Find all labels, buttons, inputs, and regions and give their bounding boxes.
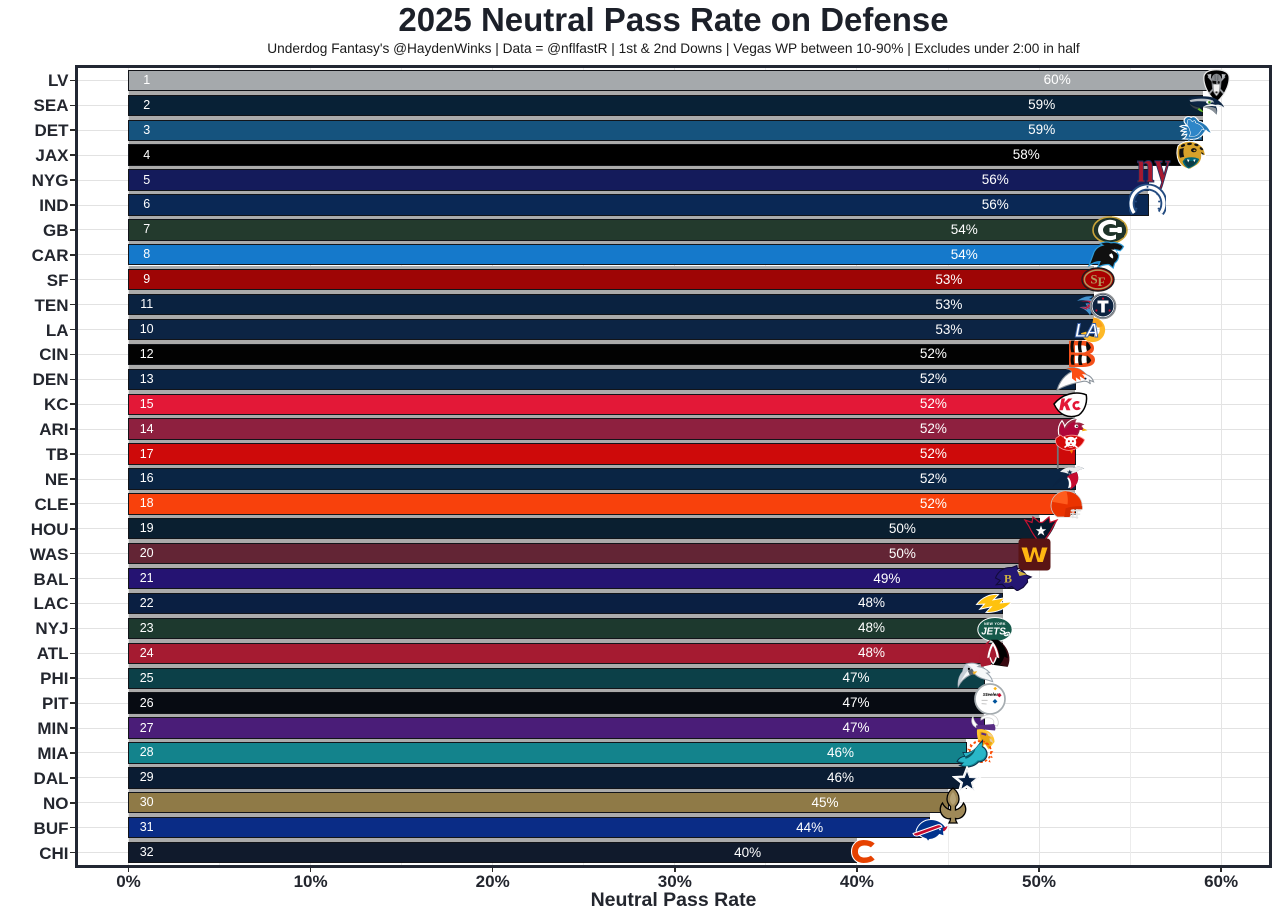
svg-text:B: B	[1004, 571, 1012, 585]
svg-text:F: F	[1097, 274, 1105, 289]
svg-text:S: S	[1090, 272, 1097, 287]
svg-text:JETS: JETS	[981, 626, 1006, 637]
svg-text:LA: LA	[1074, 321, 1098, 342]
svg-text:Steelers: Steelers	[983, 692, 1001, 697]
svg-text:NEW YORK: NEW YORK	[984, 622, 1006, 626]
